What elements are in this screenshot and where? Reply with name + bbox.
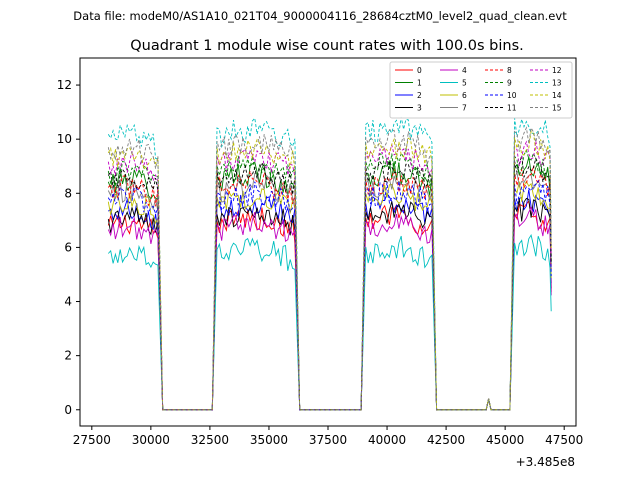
legend-label-5: 5 (462, 79, 467, 88)
legend-label-15: 15 (552, 104, 562, 113)
y-tick-label: 6 (64, 240, 72, 254)
x-offset-label: +3.485e8 (516, 455, 575, 469)
series-line-13 (107, 116, 552, 411)
series-line-9 (107, 149, 552, 411)
series-line-12 (107, 140, 552, 411)
series-line-3 (107, 197, 552, 411)
legend-label-2: 2 (417, 91, 422, 100)
legend-label-9: 9 (507, 79, 512, 88)
legend-label-3: 3 (417, 104, 422, 113)
legend-box (389, 61, 573, 119)
legend-label-4: 4 (462, 66, 467, 75)
legend-label-7: 7 (462, 104, 467, 113)
legend-label-12: 12 (552, 66, 562, 75)
x-tick-label: 45000 (486, 433, 524, 447)
series-line-4 (107, 205, 552, 411)
legend-label-0: 0 (417, 66, 422, 75)
x-tick-label: 35000 (250, 433, 288, 447)
series-line-6 (107, 180, 552, 411)
x-tick-label: 40000 (368, 433, 406, 447)
y-axis: 0 2 4 6 8 10 12 (57, 78, 80, 417)
y-tick-label: 10 (57, 132, 72, 146)
legend-label-10: 10 (507, 91, 517, 100)
series-line-5 (107, 234, 552, 411)
y-tick-label: 12 (57, 78, 72, 92)
suptitle: Data file: modeM0/AS1A10_021T04_90000041… (73, 9, 567, 23)
x-tick-label: 42500 (427, 433, 465, 447)
legend-label-8: 8 (507, 66, 512, 75)
y-tick-label: 4 (64, 295, 72, 309)
x-tick-label: 30000 (132, 433, 170, 447)
series-line-8 (107, 165, 552, 411)
x-tick-label: 32500 (191, 433, 229, 447)
x-tick-label: 37500 (309, 433, 347, 447)
series-line-10 (107, 179, 552, 411)
series-line-11 (107, 155, 552, 411)
legend-label-6: 6 (462, 91, 467, 100)
y-tick-label: 8 (64, 186, 72, 200)
x-tick-label: 27500 (73, 433, 111, 447)
x-axis: 27500 30000 32500 35000 37500 40000 42500 45000… (73, 426, 583, 447)
series-line-14 (107, 130, 552, 411)
y-tick-label: 2 (64, 349, 72, 363)
series-line-2 (108, 189, 552, 411)
series-line-7 (107, 171, 552, 411)
legend-label-14: 14 (552, 91, 562, 100)
plot-lines (107, 116, 552, 411)
y-tick-label: 0 (64, 403, 72, 417)
legend-label-1: 1 (417, 79, 422, 88)
legend-label-11: 11 (507, 104, 517, 113)
series-line-1 (107, 156, 552, 411)
x-tick-label: 47500 (545, 433, 583, 447)
chart-title: Quadrant 1 module wise count rates with … (130, 38, 524, 54)
legend-label-13: 13 (552, 79, 562, 88)
series-line-0 (107, 200, 552, 411)
series-line-15 (107, 126, 552, 411)
